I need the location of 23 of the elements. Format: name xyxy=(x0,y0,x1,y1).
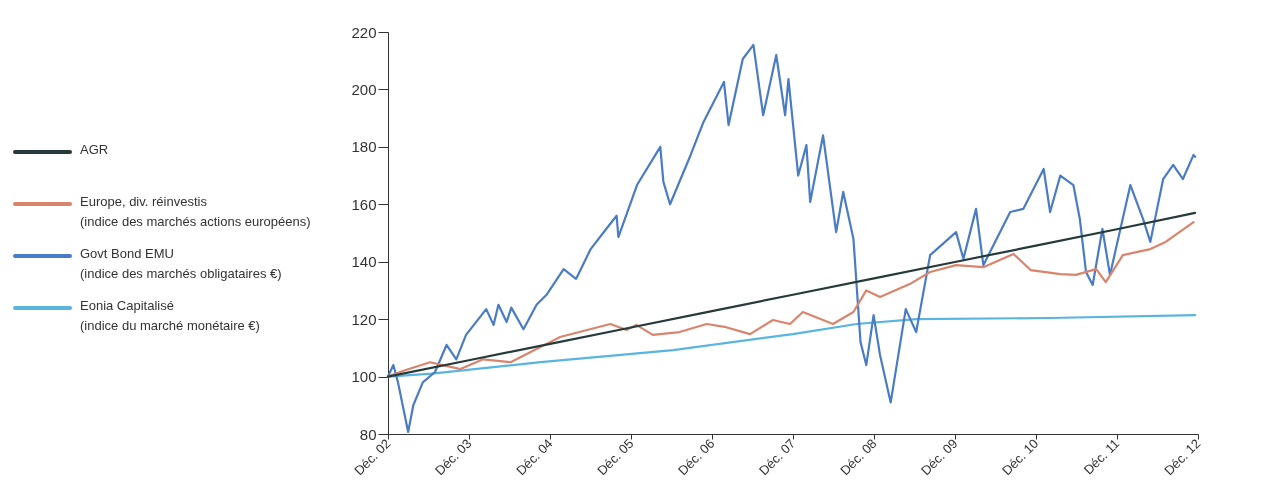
legend-label: AGR xyxy=(80,142,109,157)
y-tick-label: 200 xyxy=(351,80,377,98)
y-tick-label: 100 xyxy=(351,368,377,386)
x-tick-label: Déc. 11 xyxy=(1080,435,1123,478)
y-tick-label: 80 xyxy=(359,425,377,443)
legend-label: Europe, div. réinvestis (indice des marchés actions européens) xyxy=(80,194,311,229)
x-tick-label: Déc. 07 xyxy=(756,435,799,479)
y-tick-label: 220 xyxy=(351,23,377,41)
legend-label: Govt Bond EMU (indice des marchés obligataires €) xyxy=(80,246,282,281)
x-tick-label: Déc. 03 xyxy=(432,435,475,479)
legend-label: Eonia Capitalisé (indice du marché monétaire €) xyxy=(80,298,260,333)
x-tick-label: Déc. 04 xyxy=(513,435,556,479)
x-tick-label: Déc. 09 xyxy=(918,435,961,479)
y-tick-label: 120 xyxy=(351,310,377,328)
line-series xyxy=(386,314,1197,378)
x-tick-label: Déc. 08 xyxy=(837,435,880,479)
x-tick-label: Déc. 10 xyxy=(999,435,1042,479)
x-tick-label: Déc. 05 xyxy=(594,435,637,479)
y-tick-label: 140 xyxy=(351,253,377,271)
y-tick-label: 180 xyxy=(351,138,377,156)
y-tick-label: 160 xyxy=(351,195,377,213)
x-tick-label: Déc. 06 xyxy=(675,435,718,479)
x-tick-label: Déc. 12 xyxy=(1161,435,1204,479)
